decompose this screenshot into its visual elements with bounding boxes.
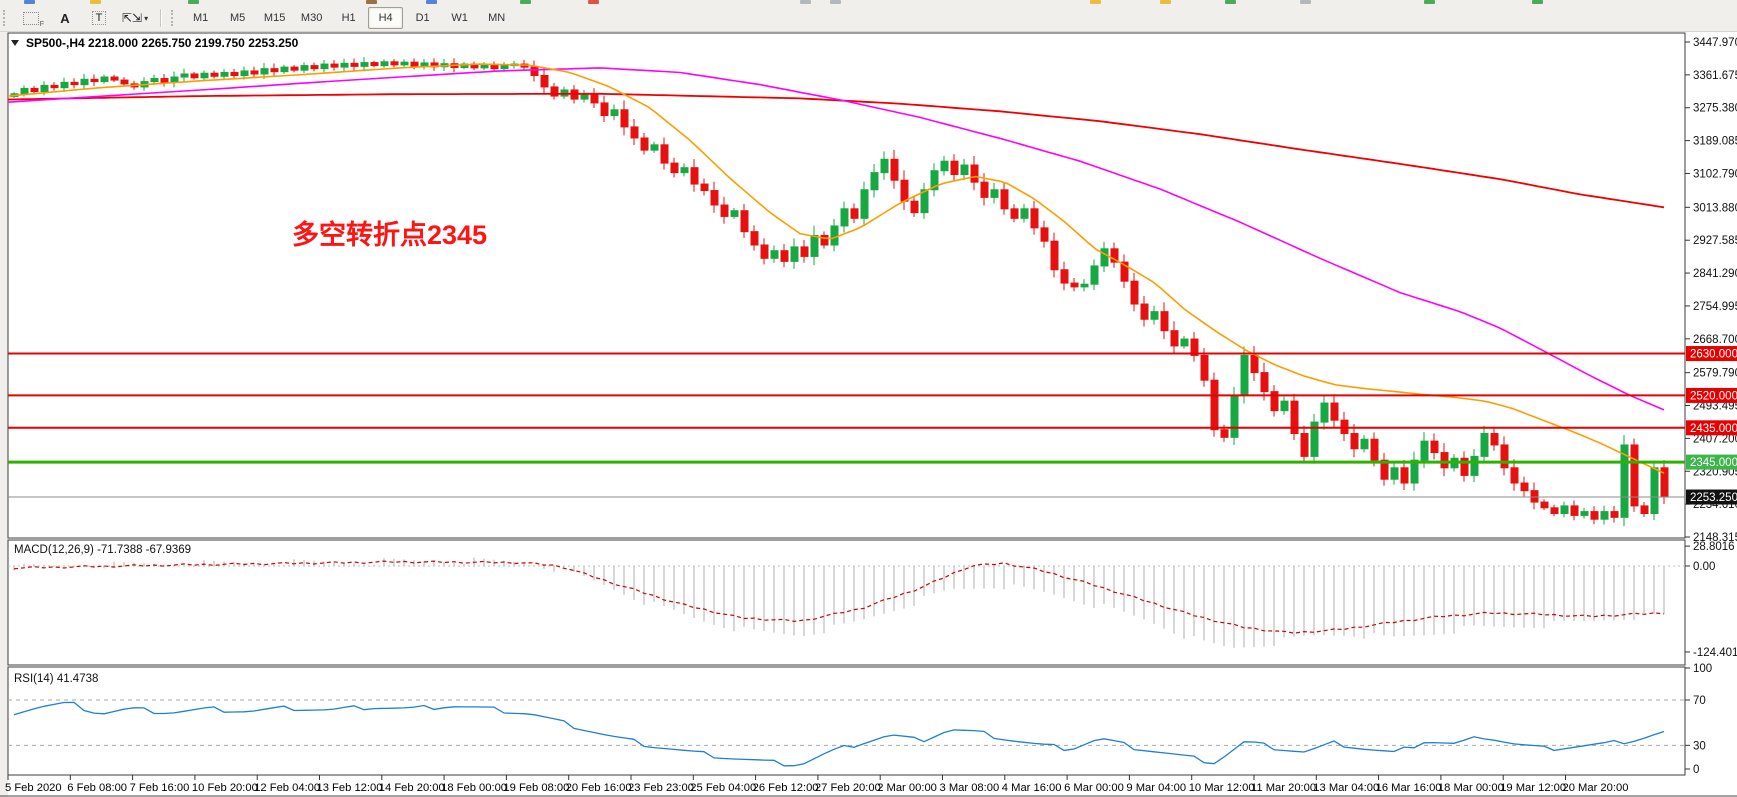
time-tick-label: 10 Feb 20:00	[192, 782, 258, 794]
time-tick-label: 3 Mar 08:00	[940, 782, 1000, 794]
text-label-tool-button[interactable]: T	[85, 8, 113, 28]
y-tick-label: 2754.995	[1693, 301, 1737, 313]
rsi-tick-label: 70	[1693, 695, 1706, 707]
ma-fast-orange-line	[7, 63, 1665, 474]
time-tick-label: 10 Mar 12:00	[1189, 782, 1255, 794]
y-tick-label: 3189.085	[1693, 136, 1737, 148]
dropdown-caret-icon: ▾	[144, 13, 149, 23]
time-tick-label: 20 Feb 16:00	[566, 782, 632, 794]
chart-title: SP500-,H4 2218.000 2265.750 2199.750 225…	[26, 36, 299, 50]
price-tag-label: 2253.250	[1690, 492, 1737, 504]
rsi-tick-label: 30	[1693, 740, 1706, 752]
y-tick-label: 3275.380	[1693, 103, 1737, 115]
y-tick-label: 3013.880	[1693, 202, 1737, 214]
timeframe-button-D1[interactable]: D1	[415, 12, 430, 24]
timeframe-button-MN[interactable]: MN	[488, 12, 506, 24]
macd-label: MACD(12,26,9) -71.7388 -67.9369	[14, 544, 191, 556]
price-pane[interactable]	[7, 32, 1686, 539]
rsi-tick-label: 100	[1693, 663, 1712, 675]
price-tag-label: 2435.000	[1690, 423, 1737, 435]
time-tick-label: 2 Mar 00:00	[877, 782, 937, 794]
toolbar-separator	[160, 9, 163, 27]
time-tick-label: 9 Mar 04:00	[1126, 782, 1186, 794]
macd-pane[interactable]	[7, 539, 1686, 666]
ma-mid-magenta-line	[7, 67, 1665, 411]
y-tick-label: 2841.290	[1693, 268, 1737, 280]
time-axis: 5 Feb 2020 6 Feb 08:00 7 Feb 16:00 10 Feb 2…	[5, 775, 1628, 794]
time-tick-label: 4 Mar 16:00	[1002, 782, 1062, 794]
rsi-line	[13, 701, 1665, 767]
time-tick-label: 19 Feb 08:00	[503, 782, 569, 794]
rsi-label: RSI(14) 41.4738	[14, 673, 98, 685]
timeframe-toolbar: M1 M5 M15 M30 H1 H4 D1 W1 MN	[182, 7, 515, 29]
macd-tick-label: 28.8016	[1693, 541, 1735, 553]
price-tag-label: 2520.000	[1690, 390, 1737, 402]
time-tick-label: 26 Feb 12:00	[753, 782, 819, 794]
y-tick-label: 2407.200	[1693, 433, 1737, 445]
chart-annotation-text: 多空转折点2345	[292, 219, 487, 250]
time-tick-label: 20 Mar 20:00	[1563, 782, 1629, 794]
macd-histogram	[13, 557, 1665, 648]
chart-canvas[interactable]: 3447.970 3361.675 3275.380 3189.085 3102.790…	[0, 32, 1737, 797]
ma-slow-red-line	[7, 92, 1665, 209]
time-tick-label: 13 Mar 04:00	[1313, 782, 1379, 794]
text-tool-button[interactable]: A	[51, 8, 79, 28]
cropped-toolbar-icons	[0, 0, 1737, 5]
y-tick-label: 2579.790	[1693, 368, 1737, 380]
time-tick-label: 5 Feb 2020	[5, 782, 62, 794]
timeframe-button-M5[interactable]: M5	[229, 12, 246, 24]
time-tick-label: 13 Feb 12:00	[317, 782, 383, 794]
time-tick-label: 16 Mar 16:00	[1376, 782, 1442, 794]
y-tick-label: 3361.675	[1693, 70, 1737, 82]
timeframe-button-M15[interactable]: M15	[263, 12, 286, 24]
rsi-tick-label: 0	[1693, 764, 1699, 776]
macd-axis: 28.8016 0.00 -124.4011	[1685, 541, 1737, 659]
price-axis: 3447.970 3361.675 3275.380 3189.085 3102.790…	[1685, 37, 1737, 544]
grid-snap-tool-button[interactable]: F	[17, 8, 45, 28]
y-tick-label: 2668.700	[1693, 334, 1737, 346]
macd-tick-label: -124.4011	[1693, 647, 1737, 659]
candles-layer	[10, 57, 1669, 527]
time-tick-label: 14 Feb 20:00	[379, 782, 445, 794]
toolbar-grip[interactable]	[3, 10, 9, 26]
rsi-axis: 100 70 30 0	[1685, 663, 1712, 776]
symbol-dropdown-icon[interactable]	[11, 40, 19, 46]
level-lines	[8, 352, 1685, 498]
price-tag-label: 2345.000	[1690, 457, 1737, 469]
time-tick-label: 19 Mar 12:00	[1500, 782, 1566, 794]
y-tick-label: 2493.495	[1693, 401, 1737, 413]
time-tick-label: 23 Feb 23:00	[628, 782, 694, 794]
grid-snap-icon: F	[23, 11, 44, 28]
main-toolbar: F A T ⇱⇲ ▾ M1 M5 M15 M30 H1 H4 D1 W1 MN	[0, 5, 1737, 32]
macd-signal-line	[13, 560, 1665, 634]
arrows-icon: ⇱⇲	[122, 11, 143, 25]
text-a-icon: A	[60, 10, 70, 26]
macd-tick-label: 0.00	[1693, 561, 1715, 573]
time-tick-label: 18 Mar 00:00	[1438, 782, 1504, 794]
timeframe-button-M1[interactable]: M1	[192, 12, 209, 24]
time-tick-label: 12 Feb 04:00	[254, 782, 320, 794]
timeframe-button-H1[interactable]: H1	[341, 12, 356, 24]
timeframe-button-W1[interactable]: W1	[451, 12, 468, 24]
timeframe-button-H4[interactable]: H4	[368, 7, 404, 29]
y-tick-label: 3447.970	[1693, 37, 1737, 49]
time-tick-label: 6 Feb 08:00	[67, 782, 127, 794]
time-tick-label: 11 Mar 20:00	[1251, 782, 1316, 794]
time-tick-label: 27 Feb 20:00	[815, 782, 881, 794]
time-tick-label: 6 Mar 00:00	[1064, 782, 1124, 794]
y-tick-label: 2148.315	[1693, 532, 1737, 544]
price-tag-label: 2630.000	[1690, 349, 1737, 361]
time-tick-label: 25 Feb 04:00	[690, 782, 756, 794]
timeframe-button-M30[interactable]: M30	[300, 12, 323, 24]
arrows-tool-button[interactable]: ⇱⇲ ▾	[119, 8, 151, 28]
time-tick-label: 18 Feb 00:00	[441, 782, 507, 794]
text-t-icon: T	[91, 11, 107, 25]
y-tick-label: 2927.585	[1693, 235, 1737, 247]
time-tick-label: 7 Feb 16:00	[130, 782, 190, 794]
rsi-pane[interactable]	[7, 666, 1686, 776]
timeframe-toolbar-grip[interactable]	[171, 10, 177, 26]
y-tick-label: 3102.790	[1693, 168, 1737, 180]
